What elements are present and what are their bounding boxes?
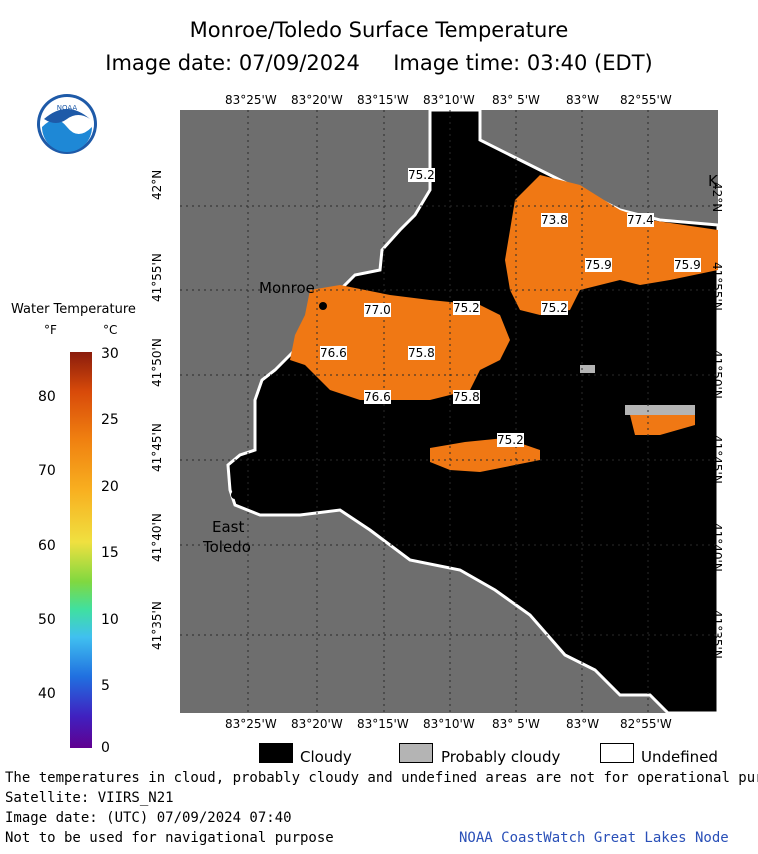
satellite-info: Satellite: VIIRS_N21 xyxy=(5,790,174,806)
lon-label: 83°20'W xyxy=(291,717,343,731)
noaa-logo: NOAA xyxy=(37,94,97,154)
temp-label: 77.0 xyxy=(364,303,391,317)
temp-label: 75.2 xyxy=(453,301,480,315)
lon-label: 83°25'W xyxy=(225,93,277,107)
f-tick: 50 xyxy=(38,612,56,628)
lat-label: 42°N xyxy=(150,169,164,200)
c-tick: 25 xyxy=(101,412,119,428)
temp-label: 76.6 xyxy=(364,390,391,404)
image-date-time: Image date: 07/09/2024 Image time: 03:40… xyxy=(105,51,653,75)
temp-label: 75.9 xyxy=(674,258,701,272)
temp-label: 76.6 xyxy=(320,346,347,360)
legend-cloudy-swatch xyxy=(259,743,293,763)
legend-probably-cloudy-label: Probably cloudy xyxy=(441,748,561,766)
lon-label: 83°10'W xyxy=(423,717,475,731)
place-east: East xyxy=(212,518,245,536)
lon-label: 83°20'W xyxy=(291,93,343,107)
graticule xyxy=(180,110,718,713)
temp-label: 75.2 xyxy=(541,301,568,315)
place-k: K xyxy=(708,172,718,190)
temp-label: 75.2 xyxy=(408,168,435,182)
temperature-map xyxy=(180,110,718,713)
east-toledo-marker xyxy=(231,491,239,499)
lat-label: 41°40'N xyxy=(150,513,164,562)
navigation-disclaimer: Not to be used for navigational purpose xyxy=(5,830,334,846)
warm-water-east xyxy=(505,175,718,315)
legend-undefined-label: Undefined xyxy=(641,748,718,766)
c-tick: 20 xyxy=(101,479,119,495)
lon-label: 83°25'W xyxy=(225,717,277,731)
c-tick: 30 xyxy=(101,346,119,362)
legend-undefined-swatch xyxy=(600,743,634,763)
lat-label: 41°45'N xyxy=(710,435,724,484)
temp-label: 75.8 xyxy=(453,390,480,404)
lon-label: 83°W xyxy=(566,93,600,107)
utc-image-date: Image date: (UTC) 07/09/2024 07:40 xyxy=(5,810,292,826)
legend-cloudy-label: Cloudy xyxy=(300,748,352,766)
noaa-credit: NOAA CoastWatch Great Lakes Node xyxy=(459,830,729,846)
lat-label: 41°45'N xyxy=(150,423,164,472)
unit-c-label: °C xyxy=(103,323,118,337)
place-toledo: Toledo xyxy=(203,538,251,556)
temp-label: 75.8 xyxy=(408,346,435,360)
temperature-scale xyxy=(70,352,92,748)
legend-probably-cloudy-swatch xyxy=(399,743,433,763)
f-tick: 60 xyxy=(38,538,56,554)
lat-label: 41°50'N xyxy=(710,350,724,399)
lat-label: 41°35'N xyxy=(710,610,724,659)
lon-label: 83°15'W xyxy=(357,93,409,107)
temp-label: 77.4 xyxy=(627,213,654,227)
temp-label: 75.9 xyxy=(585,258,612,272)
f-tick: 40 xyxy=(38,686,56,702)
temp-label: 73.8 xyxy=(541,213,568,227)
map-title: Monroe/Toledo Surface Temperature xyxy=(189,18,569,42)
f-tick: 80 xyxy=(38,389,56,405)
lat-label: 41°50'N xyxy=(150,338,164,387)
operational-disclaimer: The temperatures in cloud, probably clou… xyxy=(5,770,758,786)
probably-cloudy-area xyxy=(625,405,695,415)
lon-label: 83°W xyxy=(566,717,600,731)
lat-label: 41°55'N xyxy=(710,262,724,311)
temp-label: 75.2 xyxy=(497,433,524,447)
lon-label: 83° 5'W xyxy=(492,93,540,107)
lon-label: 82°55'W xyxy=(620,717,672,731)
svg-text:NOAA: NOAA xyxy=(57,104,78,112)
lat-label: 41°35'N xyxy=(150,601,164,650)
lat-label: 41°55'N xyxy=(150,253,164,302)
unit-f-label: °F xyxy=(44,323,57,337)
warm-water-east-south xyxy=(630,410,695,435)
probably-cloudy-area xyxy=(580,365,595,373)
colorbar-title: Water Temperature xyxy=(11,302,136,317)
c-tick: 10 xyxy=(101,612,119,628)
lat-label: 41°40'N xyxy=(710,523,724,572)
place-monroe: Monroe xyxy=(259,279,315,297)
c-tick: 5 xyxy=(101,678,110,694)
lon-label: 83°10'W xyxy=(423,93,475,107)
monroe-marker xyxy=(319,302,327,310)
c-tick: 15 xyxy=(101,545,119,561)
c-tick: 0 xyxy=(101,740,110,756)
lon-label: 83° 5'W xyxy=(492,717,540,731)
lon-label: 82°55'W xyxy=(620,93,672,107)
lon-label: 83°15'W xyxy=(357,717,409,731)
f-tick: 70 xyxy=(38,463,56,479)
